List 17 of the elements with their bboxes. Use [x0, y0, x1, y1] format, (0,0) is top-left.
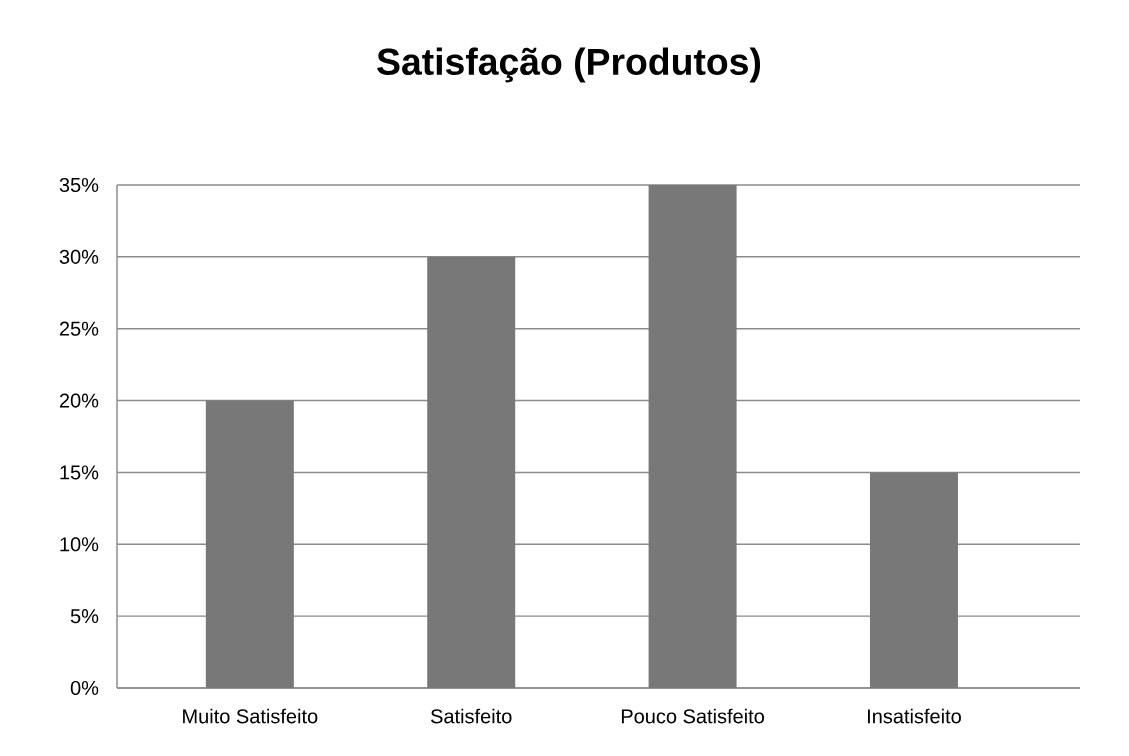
bar: [427, 256, 516, 688]
y-tick-label: 5%: [70, 609, 99, 624]
x-tick-label: Muito Satisfeito: [183, 708, 318, 724]
bar: [648, 184, 737, 688]
chart-title: Satisfação (Produtos): [377, 47, 761, 83]
bar: [869, 472, 958, 688]
x-tick-label: Satisfeito: [430, 708, 512, 724]
bar: [205, 400, 294, 688]
x-tick-label: Insatisfeito: [868, 708, 961, 724]
x-tick-label: Pouco Satisfeito: [621, 708, 764, 724]
y-tick-label: 35%: [59, 177, 99, 193]
y-tick-label: 25%: [59, 321, 99, 336]
y-tick-label: 0%: [70, 680, 99, 696]
y-tick-label: 10%: [60, 537, 99, 552]
y-tick-label: 15%: [60, 465, 99, 480]
y-tick-label: 30%: [59, 249, 99, 264]
y-tick-label: 20%: [59, 393, 99, 408]
